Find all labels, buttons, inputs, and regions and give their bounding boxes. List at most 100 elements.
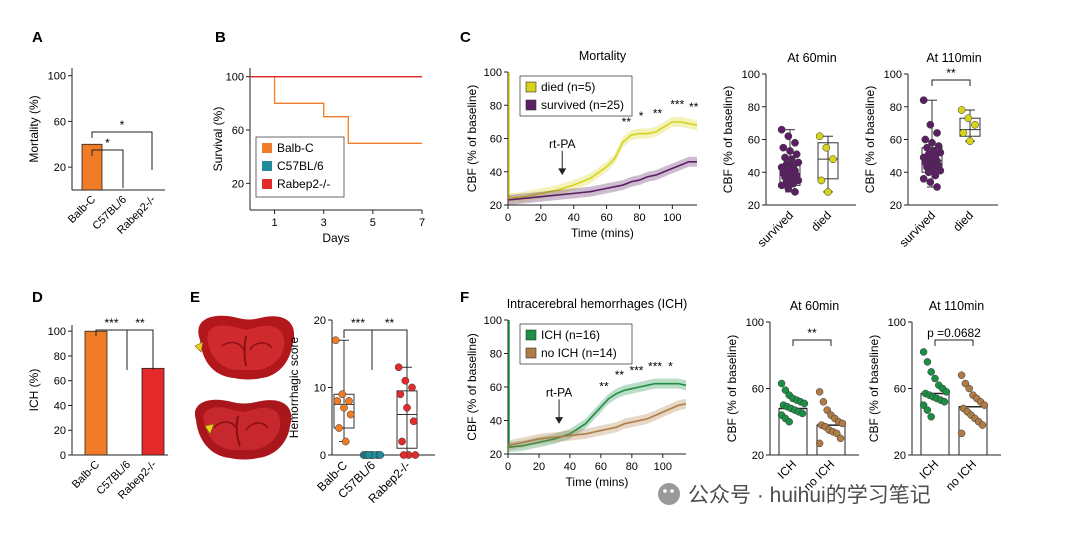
c60-y-axis-label: CBF (% of baseline) [721,86,735,193]
c-y-tick-label: 40 [490,167,502,179]
c60-data-point [777,125,786,134]
f110-data-point [927,413,935,421]
c110-y-tick-label: 80 [890,102,902,114]
b-legend-swatch [262,161,272,171]
e-significance-label: ** [385,316,395,330]
f60-data-point [823,406,831,414]
b-legend-swatch [262,143,272,153]
c-legend-label: survived (n=25) [541,98,624,112]
c60-x-tick-label: survived [755,208,796,249]
c-legend-box [519,75,633,117]
e-data-point [398,437,406,446]
c60-y-tick-label: 80 [748,102,760,114]
f-annotation-label: rt-PA [546,385,572,399]
b-x-tick-label: 7 [419,217,425,229]
b-y-axis-label: Survival (%) [211,107,225,172]
e-data-point [409,417,418,426]
e-y-tick-label: 0 [320,450,326,462]
d-y-tick-label: 20 [54,425,66,437]
f-y-tick-label: 100 [484,315,502,327]
f-significance-star: * [668,359,673,373]
c110-title: At 110min [926,51,981,65]
c-legend-swatch [525,81,537,93]
b-y-tick-label: 100 [226,72,244,84]
chart-f-110min-bar: At 110min 20 60 100 CBF (% of baseline) ICH no… [867,299,1001,494]
f-significance-star: ** [599,379,609,393]
c-series-line [507,160,697,201]
c60-y-tick-label: 20 [748,200,760,212]
c-annotation-arrow-head [558,168,567,176]
f110-y-tick-label: 60 [894,384,906,396]
e-y-tick-label: 10 [314,383,326,395]
f60-significance-label: ** [807,326,817,340]
c110-data-point [926,178,935,186]
e-data-point [376,451,385,459]
c110-data-point [964,114,973,123]
b-y-tick-label: 20 [232,178,244,190]
chart-c-60min-box: At 60min 20 40 60 80 100 CBF (% of baseline) su… [721,51,856,250]
f60-y-tick-label: 60 [752,384,764,396]
e-data-point [396,390,405,399]
c-significance-star: ** [622,115,632,129]
c-x-tick-label: 60 [600,212,612,224]
f60-data-point [815,388,824,396]
e-data-point [401,376,410,385]
c60-data-point [791,188,799,196]
f60-y-tick-label: 20 [752,450,764,462]
d-significance-bracket [95,329,128,370]
f60-data-point [815,439,824,448]
a-significance-bracket [91,149,124,188]
d-significance-label: ** [135,316,145,330]
b-x-tick-label: 5 [370,217,376,229]
d-y-tick-label: 60 [54,376,66,388]
c110-data-point [928,138,936,147]
c110-data-point [933,183,941,191]
e-data-point [346,410,355,419]
c110-significance-label: ** [946,66,956,80]
c110-data-point [919,96,928,105]
c-y-tick-label: 60 [490,134,502,146]
c110-data-point [957,106,966,114]
c110-data-point [924,168,933,177]
a-y-tick-label: 20 [54,162,66,174]
f-y-tick-label: 20 [490,449,502,461]
f-legend-swatch [525,329,537,341]
f110-y-tick-label: 20 [894,450,906,462]
c60-data-point [784,132,793,141]
f-series-band [508,378,686,453]
a-significance-label: * [120,118,125,132]
e-data-point [333,397,342,405]
c-significance-star: *** [670,98,684,112]
f-x-tick-label: 60 [595,461,607,473]
panel-label-e: E [190,289,200,306]
f-x-tick-label: 0 [505,461,511,473]
c-x-axis-label: Time (mins) [571,226,634,240]
f-legend-box [519,323,633,365]
c-series-line [507,121,698,200]
a-significance-label: * [105,136,110,150]
f-series-line [507,382,687,449]
a-significance-bracket [91,131,153,170]
f-legend: ICH (n=16) no ICH (n=14) [519,323,633,365]
wechat-icon [658,483,680,505]
f-y-axis-label: CBF (% of baseline) [465,333,479,440]
c110-significance-bracket [931,79,971,86]
c110-data-point [926,120,935,129]
panel-label-c: C [460,29,471,46]
f110-data-point [923,358,932,366]
c60-y-tick-label: 100 [742,69,760,81]
e-data-point [335,424,343,432]
a-y-axis-label: Mortality (%) [27,95,41,162]
chart-f-cbf-ich-line: Intracerebral hemorrhages (ICH) 20 40 60 80 1… [465,297,687,489]
e-data-point [394,363,403,372]
f-x-tick-label: 40 [564,461,576,473]
f60-data-point [785,418,793,426]
e-data-point [338,390,347,399]
f110-x-tick-label: no ICH [943,457,979,493]
f60-x-tick-label: ICH [775,457,800,482]
f60-y-axis-label: CBF (% of baseline) [725,335,739,442]
e-y-axis-label: Hemorrhagic score [287,336,301,438]
